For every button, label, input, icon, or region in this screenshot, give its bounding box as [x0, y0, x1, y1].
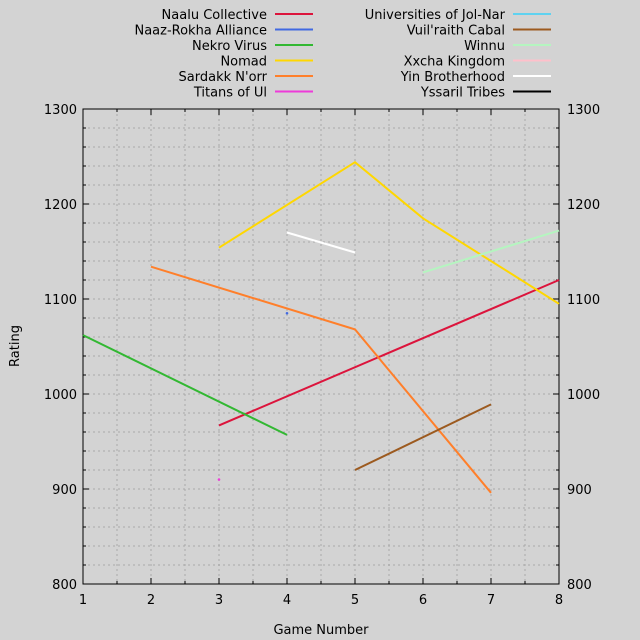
legend-label: Titans of Ul: [193, 86, 267, 101]
x-tick-label: 5: [351, 593, 359, 608]
legend-label: Yin Brotherhood: [400, 70, 505, 85]
x-tick-label: 1: [79, 593, 87, 608]
legend-entry-nomad: Nomad: [220, 55, 313, 70]
legend-entry-naalu-collective: Naalu Collective: [162, 8, 313, 23]
x-tick-label: 6: [419, 593, 427, 608]
y-axis-label: Rating: [8, 325, 23, 367]
y-tick-label-right: 1000: [567, 388, 600, 403]
series-line-naalu-collective: [218, 279, 560, 427]
y-tick-label: 800: [52, 578, 77, 593]
legend-entry-universities-of-jol-nar: Universities of Jol-Nar: [365, 8, 551, 23]
y-tick-label-right: 1200: [567, 198, 600, 213]
x-tick-label: 7: [487, 593, 495, 608]
y-tick-label-right: 800: [567, 578, 592, 593]
legend-label: Sardakk N'orr: [179, 70, 268, 85]
y-tick-label: 1100: [44, 293, 77, 308]
y-tick-label-right: 1100: [567, 293, 600, 308]
series-line-sardakk-n-orr: [150, 265, 492, 494]
series-line-winnu: [422, 229, 560, 274]
series-line-nomad: [218, 160, 560, 305]
legend-entry-nekro-virus: Nekro Virus: [192, 39, 313, 54]
legend-label: Yssaril Tribes: [420, 86, 505, 101]
legend-label: Naalu Collective: [162, 8, 267, 23]
y-tick-label: 1300: [44, 103, 77, 118]
y-tick-label: 900: [52, 483, 77, 498]
legend-label: Nomad: [220, 55, 267, 70]
legend-label: Universities of Jol-Nar: [365, 8, 506, 23]
legend-label: Winnu: [464, 39, 505, 54]
legend-label: Xxcha Kingdom: [404, 55, 505, 70]
axis-ticks: 1 2 3 4 5 6 7 8 800 800 900 900 1000 1000 1100 1100 1200…: [44, 103, 600, 608]
x-tick-label: 3: [215, 593, 223, 608]
x-tick-label: 4: [283, 593, 291, 608]
x-axis-label: Game Number: [273, 623, 369, 638]
legend-label: Nekro Virus: [192, 39, 267, 54]
x-tick-label: 2: [147, 593, 155, 608]
y-tick-label-right: 900: [567, 483, 592, 498]
y-tick-label-right: 1300: [567, 103, 600, 118]
legend-entry-sardakk-n-orr: Sardakk N'orr: [179, 70, 313, 85]
legend-entry-winnu: Winnu: [464, 39, 551, 54]
y-tick-label: 1200: [44, 198, 77, 213]
legend-label: Vuil'raith Cabal: [407, 24, 505, 39]
x-tick-label: 8: [555, 593, 563, 608]
series-line-nekro-virus: [82, 334, 288, 436]
legend-entry-vuil-raith-cabal: Vuil'raith Cabal: [407, 24, 551, 39]
legend-entry-xxcha-kingdom: Xxcha Kingdom: [404, 55, 551, 70]
series-lines: [82, 160, 560, 494]
series-point-titans-of-ul: [217, 478, 221, 481]
grid: [82, 108, 560, 585]
legend-entry-titans-of-ul: Titans of Ul: [193, 86, 313, 101]
legend-entry-naaz-rokha-alliance: Naaz-Rokha Alliance: [134, 24, 313, 39]
series-line-yin-brotherhood: [286, 231, 356, 254]
series-line-vuil-raith-cabal: [354, 403, 492, 471]
legend-label: Naaz-Rokha Alliance: [134, 24, 267, 39]
legend-entry-yssaril-tribes: Yssaril Tribes: [420, 86, 551, 101]
y-tick-label: 1000: [44, 388, 77, 403]
legend-entry-yin-brotherhood: Yin Brotherhood: [400, 70, 551, 85]
series-point-naaz-rokha-alliance: [285, 311, 289, 315]
